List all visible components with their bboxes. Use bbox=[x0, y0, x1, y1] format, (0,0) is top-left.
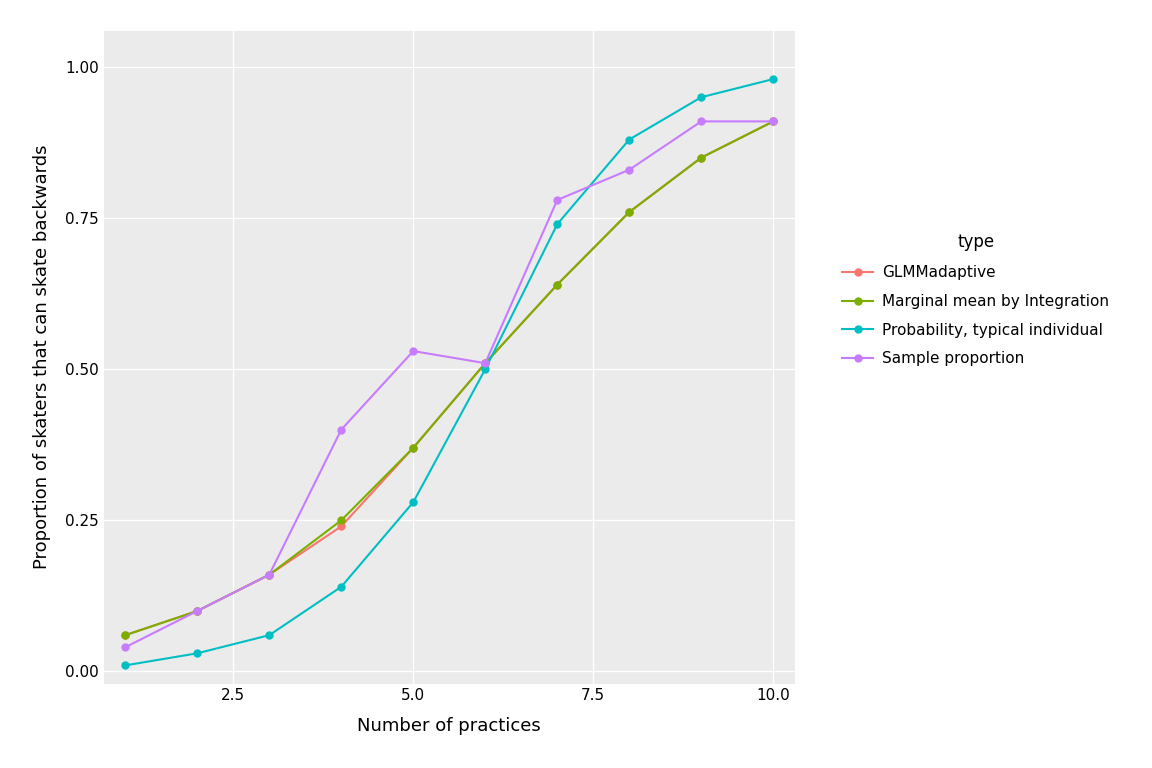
Probability, typical individual bbox=[478, 365, 492, 374]
Probability, typical individual bbox=[407, 498, 420, 507]
GLMMadaptive bbox=[478, 359, 492, 368]
Marginal mean by Integration bbox=[407, 443, 420, 452]
Sample proportion bbox=[119, 643, 132, 652]
Sample proportion bbox=[766, 117, 780, 126]
Sample proportion bbox=[695, 117, 708, 126]
Probability, typical individual bbox=[263, 631, 276, 640]
Line: GLMMadaptive: GLMMadaptive bbox=[122, 118, 776, 639]
GLMMadaptive bbox=[622, 207, 636, 217]
Probability, typical individual bbox=[119, 660, 132, 670]
Sample proportion bbox=[407, 346, 420, 356]
Sample proportion bbox=[551, 195, 564, 204]
Marginal mean by Integration bbox=[119, 631, 132, 640]
Marginal mean by Integration bbox=[766, 117, 780, 126]
Marginal mean by Integration bbox=[622, 207, 636, 217]
Line: Sample proportion: Sample proportion bbox=[122, 118, 776, 650]
Probability, typical individual bbox=[551, 220, 564, 229]
GLMMadaptive bbox=[263, 570, 276, 579]
GLMMadaptive bbox=[407, 443, 420, 452]
Marginal mean by Integration bbox=[551, 280, 564, 290]
Marginal mean by Integration bbox=[190, 607, 204, 616]
Probability, typical individual bbox=[695, 93, 708, 102]
GLMMadaptive bbox=[766, 117, 780, 126]
Marginal mean by Integration bbox=[478, 359, 492, 368]
X-axis label: Number of practices: Number of practices bbox=[357, 717, 541, 735]
Line: Probability, typical individual: Probability, typical individual bbox=[122, 75, 776, 669]
GLMMadaptive bbox=[551, 280, 564, 290]
Legend: GLMMadaptive, Marginal mean by Integration, Probability, typical individual, Sam: GLMMadaptive, Marginal mean by Integrati… bbox=[831, 221, 1121, 379]
Sample proportion bbox=[622, 165, 636, 174]
Sample proportion bbox=[190, 607, 204, 616]
Marginal mean by Integration bbox=[263, 570, 276, 579]
Marginal mean by Integration bbox=[334, 516, 348, 525]
Probability, typical individual bbox=[334, 582, 348, 591]
Probability, typical individual bbox=[766, 74, 780, 84]
Probability, typical individual bbox=[622, 135, 636, 144]
Y-axis label: Proportion of skaters that can skate backwards: Proportion of skaters that can skate bac… bbox=[33, 145, 51, 569]
Line: Marginal mean by Integration: Marginal mean by Integration bbox=[122, 118, 776, 639]
Marginal mean by Integration bbox=[695, 153, 708, 162]
Sample proportion bbox=[263, 570, 276, 579]
GLMMadaptive bbox=[695, 153, 708, 162]
GLMMadaptive bbox=[119, 631, 132, 640]
GLMMadaptive bbox=[190, 607, 204, 616]
GLMMadaptive bbox=[334, 521, 348, 531]
Sample proportion bbox=[334, 425, 348, 434]
Sample proportion bbox=[478, 359, 492, 368]
Probability, typical individual bbox=[190, 649, 204, 658]
